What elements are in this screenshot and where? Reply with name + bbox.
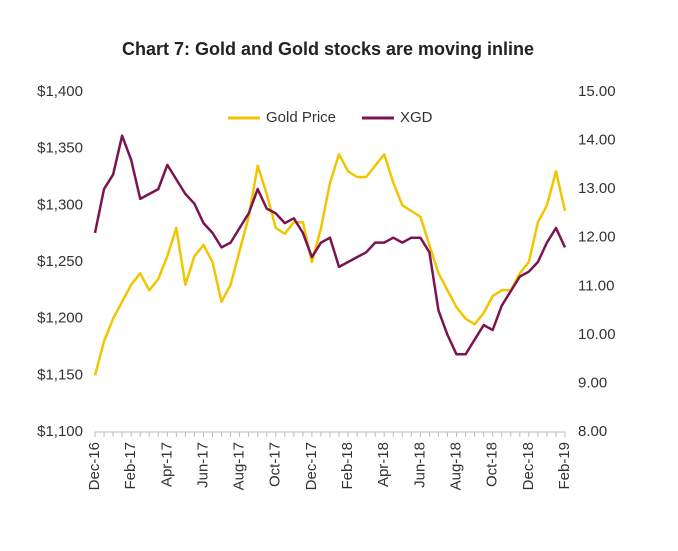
y2-tick-label: 13.00 bbox=[578, 180, 616, 197]
x-tick-label: Aug-18 bbox=[448, 442, 465, 490]
y2-tick-label: 15.00 bbox=[578, 83, 616, 100]
y-tick-label: $1,200 bbox=[37, 310, 83, 327]
legend-label: Gold Price bbox=[266, 109, 336, 126]
y2-tick-label: 9.00 bbox=[578, 374, 607, 391]
chart-title: Chart 7: Gold and Gold stocks are moving… bbox=[122, 39, 534, 59]
x-tick-label: Feb-19 bbox=[556, 442, 573, 490]
x-tick-label: Oct-17 bbox=[267, 442, 284, 487]
y-tick-label: $1,250 bbox=[37, 253, 83, 270]
series-line bbox=[93, 153, 567, 376]
y2-tick-label: 12.00 bbox=[578, 229, 616, 246]
y2-tick-label: 10.00 bbox=[578, 326, 616, 343]
y2-tick-label: 14.00 bbox=[578, 132, 616, 149]
x-tick-label: Jun-17 bbox=[194, 442, 211, 488]
x-tick-label: Apr-17 bbox=[158, 442, 175, 487]
y2-tick-label: 11.00 bbox=[578, 277, 614, 294]
y-tick-label: $1,400 bbox=[37, 83, 83, 100]
y-tick-label: $1,150 bbox=[37, 366, 83, 383]
x-tick-label: Dec-18 bbox=[520, 442, 537, 490]
x-tick-label: Jun-18 bbox=[411, 442, 428, 488]
x-tick-label: Aug-17 bbox=[231, 442, 248, 490]
x-tick-label: Feb-17 bbox=[122, 442, 139, 490]
x-tick-label: Oct-18 bbox=[484, 442, 501, 487]
legend-label: XGD bbox=[400, 109, 433, 126]
y-tick-label: $1,100 bbox=[37, 423, 83, 440]
series-line bbox=[93, 134, 567, 356]
x-tick-label: Feb-18 bbox=[339, 442, 356, 490]
y-tick-label: $1,350 bbox=[37, 140, 83, 157]
y-tick-label: $1,300 bbox=[37, 196, 83, 213]
x-tick-label: Dec-16 bbox=[86, 442, 103, 490]
x-tick-label: Dec-17 bbox=[303, 442, 320, 490]
y2-tick-label: 8.00 bbox=[578, 423, 607, 440]
x-tick-label: Apr-18 bbox=[375, 442, 392, 487]
